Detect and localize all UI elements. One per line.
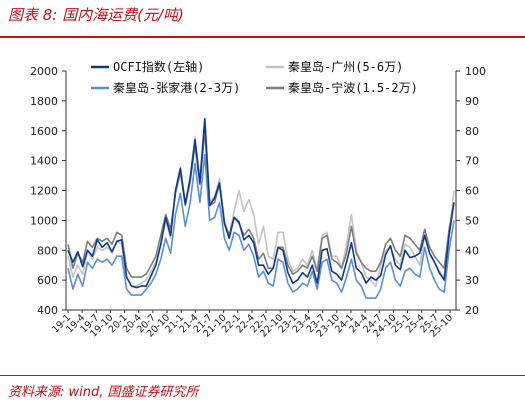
left-axis-tick-label: 600 xyxy=(37,274,58,287)
left-axis-tick-label: 1200 xyxy=(30,185,58,198)
series-line-3 xyxy=(67,153,455,299)
right-axis-tick-label: 50 xyxy=(465,214,479,227)
right-axis-tick-label: 80 xyxy=(465,125,479,138)
left-axis-tick-label: 1000 xyxy=(30,214,58,227)
left-axis-tick-label: 2000 xyxy=(30,65,58,78)
legend: OCFI指数(左轴) 秦皇岛-广州(5-6万) 秦皇岛-张家港(2-3万) 秦皇岛-宁… xyxy=(91,59,418,95)
legend-label-2: 秦皇岛-广州(5-6万) xyxy=(288,59,403,74)
legend-label-4: 秦皇岛-宁波(1.5-2万) xyxy=(288,80,418,95)
legend-label-3: 秦皇岛-张家港(2-3万) xyxy=(113,80,240,95)
left-axis-tick-label: 1600 xyxy=(30,125,58,138)
right-axis-tick-label: 40 xyxy=(465,244,479,257)
right-axis-tick-label: 70 xyxy=(465,155,479,168)
left-axis-tick-label: 800 xyxy=(37,244,58,257)
left-axis-tick-label: 1400 xyxy=(30,155,58,168)
right-axis-tick-label: 30 xyxy=(465,274,479,287)
right-axis-tick-label: 100 xyxy=(465,65,486,78)
source-note: 资料来源: wind, 国盛证券研究所 xyxy=(8,385,199,400)
plot-area xyxy=(67,118,455,299)
right-axis-tick-label: 60 xyxy=(465,185,479,198)
title-divider xyxy=(0,36,525,38)
series-line-1 xyxy=(67,118,455,289)
right-axis-tick-label: 20 xyxy=(465,304,479,317)
freight-line-chart: 400 600 800 1000 1200 1400 1600 1800 2000 20 30 40 5… xyxy=(30,59,486,340)
series-line-4 xyxy=(67,130,455,278)
figure-title: 图表 8: 国内海运费(元/吨) xyxy=(8,6,184,24)
axes: 400 600 800 1000 1200 1400 1600 1800 2000 20 30 40 5… xyxy=(30,65,486,340)
left-axis-tick-label: 400 xyxy=(37,304,58,317)
right-axis-tick-label: 90 xyxy=(465,95,479,108)
source-divider xyxy=(0,375,525,376)
legend-label-1: OCFI指数(左轴) xyxy=(113,59,204,74)
left-axis-tick-label: 1800 xyxy=(30,95,58,108)
